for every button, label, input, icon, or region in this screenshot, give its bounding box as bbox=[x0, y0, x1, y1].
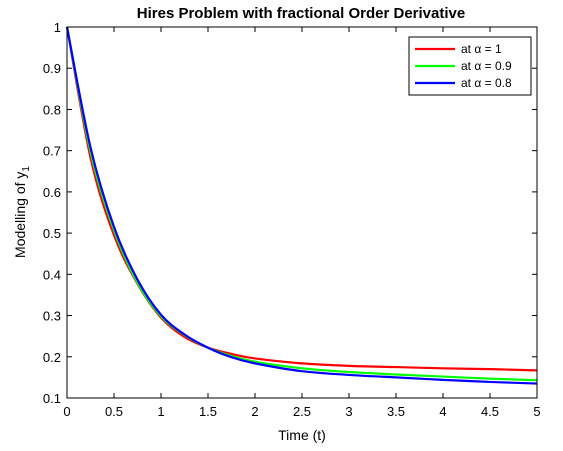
y-tick-label: 0.4 bbox=[43, 267, 61, 282]
y-tick-label: 0.6 bbox=[43, 185, 61, 200]
y-axis: 0.1 0.2 0.3 0.4 0.5 0.6 0.7 0.8 0.9 1 bbox=[43, 20, 537, 406]
chart-title: Hires Problem with fractional Order Deri… bbox=[137, 5, 465, 22]
x-axis: 0 0.5 1 1.5 2 2.5 3 3.5 4 4.5 5 bbox=[63, 27, 541, 419]
legend-label-1: at α = 1 bbox=[461, 42, 502, 56]
x-tick-label: 1.5 bbox=[199, 404, 217, 419]
x-tick-label: 2.5 bbox=[293, 404, 311, 419]
x-tick-label: 0.5 bbox=[105, 404, 123, 419]
x-axis-label: Time (t) bbox=[278, 427, 326, 443]
x-tick-label: 5 bbox=[533, 404, 540, 419]
x-tick-label: 0 bbox=[63, 404, 70, 419]
x-tick-label: 3.5 bbox=[387, 404, 405, 419]
series-line-1 bbox=[65, 26, 538, 372]
x-tick-label: 4 bbox=[439, 404, 446, 419]
y-tick-label: 0.5 bbox=[43, 226, 61, 241]
legend: at α = 1 at α = 0.9 at α = 0.8 bbox=[408, 36, 532, 96]
y-tick-label: 0.2 bbox=[43, 350, 61, 365]
y-tick-label: 0.9 bbox=[43, 61, 61, 76]
y-tick-label: 0.3 bbox=[43, 309, 61, 324]
x-tick-label: 2 bbox=[251, 404, 258, 419]
y-tick-label: 0.1 bbox=[43, 391, 61, 406]
legend-label-3: at α = 0.8 bbox=[461, 76, 512, 90]
legend-label-2: at α = 0.9 bbox=[461, 59, 512, 73]
y-axis-label-subscript: 1 bbox=[21, 166, 32, 172]
y-axis-label-main: Modelling of y bbox=[12, 172, 28, 258]
x-tick-label: 1 bbox=[157, 404, 164, 419]
legend-box bbox=[408, 36, 532, 96]
x-tick-label: 4.5 bbox=[481, 404, 499, 419]
series-layer bbox=[65, 26, 538, 385]
y-tick-label: 0.7 bbox=[43, 144, 61, 159]
y-axis-label: Modelling of y1 bbox=[12, 166, 32, 258]
y-tick-label: 1 bbox=[54, 20, 61, 35]
y-tick-label: 0.8 bbox=[43, 102, 61, 117]
series-line-3 bbox=[65, 26, 538, 385]
x-tick-label: 3 bbox=[345, 404, 352, 419]
